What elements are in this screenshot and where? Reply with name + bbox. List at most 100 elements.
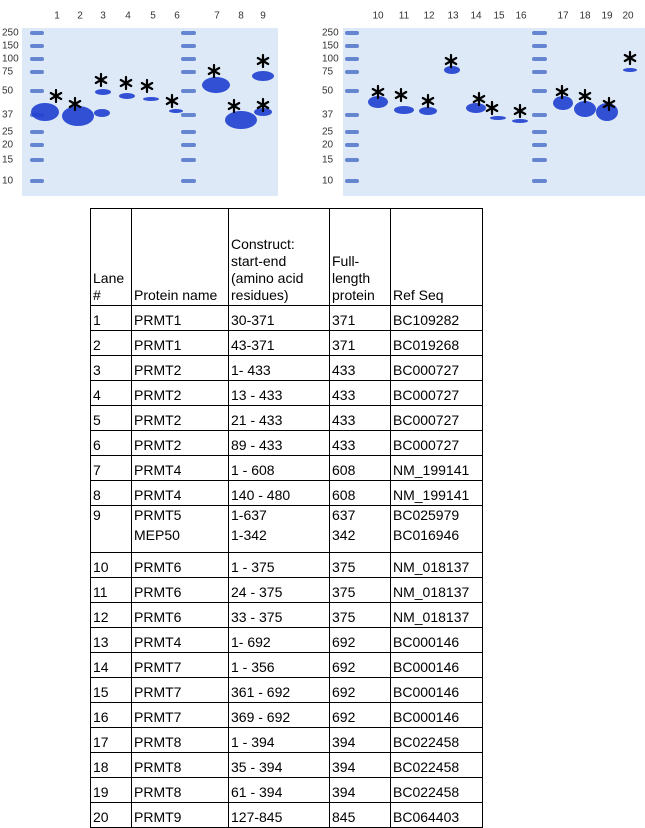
mw-marker-label: 150 [322, 41, 339, 52]
ladder-band [345, 113, 359, 117]
table-cell: PRMT1 [131, 305, 229, 331]
lane-number: 17 [557, 11, 569, 22]
table-cell: PRMT2 [131, 355, 229, 381]
table-row: 5 PRMT2 21 - 433 433 BC000727 [90, 405, 483, 431]
table-cell: PRMT8 [131, 752, 229, 778]
table-cell: 24 - 375 [228, 577, 330, 603]
table-cell: 371 [329, 305, 391, 331]
table-cell: BC019268 [390, 330, 483, 356]
table-cell: BC000146 [390, 627, 483, 653]
table-cell: BC022458 [390, 727, 483, 753]
lane-number: 10 [372, 11, 384, 22]
asterisk [421, 93, 435, 109]
lane-number: 16 [515, 11, 527, 22]
table-cell: PRMT8 [131, 777, 229, 803]
ladder-band [30, 179, 44, 183]
protein-band [596, 103, 618, 121]
protein-band [202, 77, 230, 93]
lane-number: 14 [470, 11, 482, 22]
asterisk [49, 88, 63, 104]
ladder-band [181, 89, 196, 93]
header-cell: Lane # [90, 208, 132, 306]
table-cell: PRMT6 [131, 552, 229, 578]
table-cell: 692 [329, 702, 391, 728]
cell-line: PRMT5 [134, 507, 182, 523]
table-cell: 1 - 356 [228, 652, 330, 678]
table-row: 14 PRMT7 1 - 356 692 BC000146 [90, 652, 483, 678]
table-cell: 1 - 608 [228, 455, 330, 481]
table-cell: 16 [90, 702, 132, 728]
ladder-band [532, 31, 547, 35]
cell-line: 1-342 [231, 527, 267, 543]
table-cell: BC000146 [390, 677, 483, 703]
table-row: 20 PRMT9 127-845 845 BC064403 [90, 802, 483, 828]
ladder-band [532, 158, 547, 162]
protein-band [466, 103, 486, 113]
table-cell: PRMT2 [131, 430, 229, 456]
table-cell: BC109282 [390, 305, 483, 331]
table-cell: 1- 433 [228, 355, 330, 381]
table-cell: 369 - 692 [228, 702, 330, 728]
lane-number: 12 [423, 11, 435, 22]
table-cell: 35 - 394 [228, 752, 330, 778]
table-cell: 433 [329, 405, 391, 431]
lane-number: 6 [174, 11, 180, 22]
asterisk [207, 63, 221, 79]
lane-number: 8 [238, 11, 244, 22]
table-cell: BC000146 [390, 652, 483, 678]
mw-marker-label: 37 [322, 110, 334, 121]
table-cell: 10 [90, 552, 132, 578]
table-cell: 89 - 433 [228, 430, 330, 456]
table-row: 18 PRMT8 35 - 394 394 BC022458 [90, 752, 483, 778]
table-cell: 1 [90, 305, 132, 331]
ladder-band [181, 70, 196, 74]
lane-number: 19 [601, 11, 613, 22]
protein-band [31, 103, 59, 121]
ladder-band [532, 143, 547, 147]
table-cell: 692 [329, 652, 391, 678]
table-cell: PRMT1 [131, 330, 229, 356]
table-row: 7 PRMT4 1 - 608 608 NM_199141 [90, 455, 483, 481]
table-cell: 433 [329, 355, 391, 381]
cell-line: MEP50 [134, 527, 180, 543]
asterisk [444, 53, 458, 69]
ladder-band [345, 158, 359, 162]
table-cell: PRMT7 [131, 702, 229, 728]
protein-band [95, 89, 111, 95]
protein-band [143, 97, 159, 101]
mw-marker-label: 20 [2, 140, 14, 151]
table-row: 3 PRMT2 1- 433 433 BC000727 [90, 355, 483, 381]
table-cell: PRMT5 MEP50 [131, 505, 229, 553]
table-cell: 4 [90, 380, 132, 406]
table-cell: 20 [90, 802, 132, 828]
protein-band [444, 66, 460, 74]
cell-line: BC016946 [393, 527, 460, 543]
table-row: 17 PRMT8 1 - 394 394 BC022458 [90, 727, 483, 753]
table-row: 11 PRMT6 24 - 375 375 NM_018137 [90, 577, 483, 603]
asterisk [371, 84, 385, 100]
table-cell: 1-637 1-342 [228, 505, 330, 553]
asterisk [256, 97, 270, 113]
table-cell: PRMT2 [131, 380, 229, 406]
mw-marker-label: 250 [322, 28, 339, 39]
table-cell: BC022458 [390, 752, 483, 778]
table-row: 12 PRMT6 33 - 375 375 NM_018137 [90, 602, 483, 628]
table-cell: PRMT7 [131, 652, 229, 678]
protein-band [419, 107, 437, 115]
asterisk [623, 50, 637, 66]
header-cell: Ref Seq [390, 208, 483, 306]
mw-marker-label: 10 [2, 176, 14, 187]
mw-marker-label: 37 [2, 110, 14, 121]
table-cell: 7 [90, 455, 132, 481]
lane-number: 20 [622, 11, 634, 22]
table-cell: 1 - 375 [228, 552, 330, 578]
asterisk [485, 100, 499, 116]
ladder-band [345, 179, 359, 183]
table-cell: 12 [90, 602, 132, 628]
mw-marker-label: 150 [2, 41, 19, 52]
ladder-band [30, 70, 44, 74]
table-row: 10 PRMT6 1 - 375 375 NM_018137 [90, 552, 483, 578]
asterisk [140, 78, 154, 94]
header-cell: Construct: start-end (amino acid residue… [228, 208, 330, 306]
